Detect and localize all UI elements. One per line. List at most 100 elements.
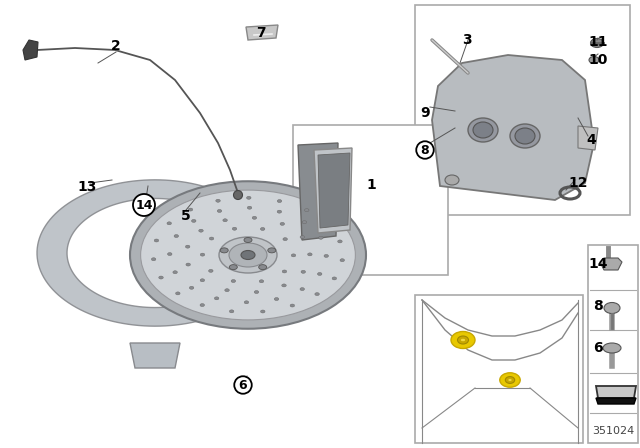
Ellipse shape xyxy=(154,239,159,242)
Ellipse shape xyxy=(259,280,264,283)
Ellipse shape xyxy=(338,240,342,243)
Ellipse shape xyxy=(200,279,205,282)
Ellipse shape xyxy=(229,243,267,267)
Polygon shape xyxy=(130,343,180,368)
Polygon shape xyxy=(600,258,622,270)
Ellipse shape xyxy=(229,310,234,313)
Text: 14: 14 xyxy=(135,198,153,211)
Ellipse shape xyxy=(500,373,520,387)
Text: 7: 7 xyxy=(256,26,266,40)
Text: 9: 9 xyxy=(420,106,430,120)
Bar xyxy=(293,125,448,275)
Ellipse shape xyxy=(189,286,194,289)
Ellipse shape xyxy=(167,222,172,225)
Ellipse shape xyxy=(191,220,196,222)
Ellipse shape xyxy=(308,253,312,256)
Ellipse shape xyxy=(232,227,237,230)
Ellipse shape xyxy=(252,216,257,220)
Ellipse shape xyxy=(199,229,204,232)
Ellipse shape xyxy=(254,291,259,293)
Ellipse shape xyxy=(510,124,540,148)
Ellipse shape xyxy=(305,209,309,211)
Ellipse shape xyxy=(300,288,305,291)
Ellipse shape xyxy=(290,304,294,307)
Ellipse shape xyxy=(260,310,265,313)
Ellipse shape xyxy=(315,293,319,296)
Ellipse shape xyxy=(277,199,282,202)
Ellipse shape xyxy=(209,237,214,240)
Ellipse shape xyxy=(200,253,205,256)
Polygon shape xyxy=(314,148,352,233)
Ellipse shape xyxy=(508,379,512,382)
Ellipse shape xyxy=(152,258,156,261)
Ellipse shape xyxy=(300,236,305,239)
Ellipse shape xyxy=(515,128,535,144)
Text: 351024: 351024 xyxy=(592,426,634,436)
Ellipse shape xyxy=(219,237,277,273)
Ellipse shape xyxy=(282,284,286,287)
Polygon shape xyxy=(246,25,278,40)
Text: 1: 1 xyxy=(366,178,376,192)
Ellipse shape xyxy=(246,196,251,199)
Ellipse shape xyxy=(220,248,228,253)
Text: 6: 6 xyxy=(593,341,603,355)
Ellipse shape xyxy=(175,292,180,295)
Ellipse shape xyxy=(209,269,213,272)
Ellipse shape xyxy=(301,270,305,273)
Polygon shape xyxy=(596,398,636,404)
Ellipse shape xyxy=(591,39,604,47)
Ellipse shape xyxy=(173,271,177,274)
Ellipse shape xyxy=(130,181,366,329)
Ellipse shape xyxy=(317,272,322,276)
Bar xyxy=(415,5,630,215)
Text: 6: 6 xyxy=(239,379,247,392)
Ellipse shape xyxy=(324,254,328,258)
Ellipse shape xyxy=(141,190,355,320)
Polygon shape xyxy=(37,180,262,326)
Polygon shape xyxy=(432,55,594,200)
Ellipse shape xyxy=(247,206,252,209)
Ellipse shape xyxy=(461,338,465,342)
Ellipse shape xyxy=(506,377,515,383)
Text: 10: 10 xyxy=(588,53,608,67)
Ellipse shape xyxy=(268,248,276,253)
Ellipse shape xyxy=(231,280,236,283)
Text: 2: 2 xyxy=(111,39,121,53)
Text: 12: 12 xyxy=(568,176,588,190)
Ellipse shape xyxy=(217,210,221,212)
Ellipse shape xyxy=(259,265,267,270)
Ellipse shape xyxy=(604,302,620,314)
Ellipse shape xyxy=(589,56,599,64)
Ellipse shape xyxy=(214,297,219,300)
Ellipse shape xyxy=(473,122,493,138)
Ellipse shape xyxy=(188,208,193,211)
Ellipse shape xyxy=(225,289,229,292)
Ellipse shape xyxy=(241,250,255,259)
Text: 4: 4 xyxy=(586,133,596,147)
Ellipse shape xyxy=(319,236,323,239)
Bar xyxy=(588,245,638,443)
Text: 13: 13 xyxy=(77,180,97,194)
Ellipse shape xyxy=(325,223,330,226)
Ellipse shape xyxy=(340,258,344,262)
Ellipse shape xyxy=(168,253,172,255)
Ellipse shape xyxy=(275,297,279,301)
Ellipse shape xyxy=(174,235,179,237)
Ellipse shape xyxy=(277,210,282,213)
Ellipse shape xyxy=(291,254,296,257)
Text: 5: 5 xyxy=(181,209,191,223)
Ellipse shape xyxy=(458,336,468,344)
Ellipse shape xyxy=(283,237,287,241)
Ellipse shape xyxy=(216,199,220,202)
Ellipse shape xyxy=(186,263,191,266)
Ellipse shape xyxy=(244,237,252,242)
Ellipse shape xyxy=(451,332,475,349)
Text: 11: 11 xyxy=(588,35,608,49)
Ellipse shape xyxy=(223,219,227,222)
Polygon shape xyxy=(318,153,350,228)
Polygon shape xyxy=(298,143,338,240)
Ellipse shape xyxy=(229,265,237,270)
Ellipse shape xyxy=(468,118,498,142)
Bar xyxy=(415,295,583,443)
Polygon shape xyxy=(23,40,38,60)
